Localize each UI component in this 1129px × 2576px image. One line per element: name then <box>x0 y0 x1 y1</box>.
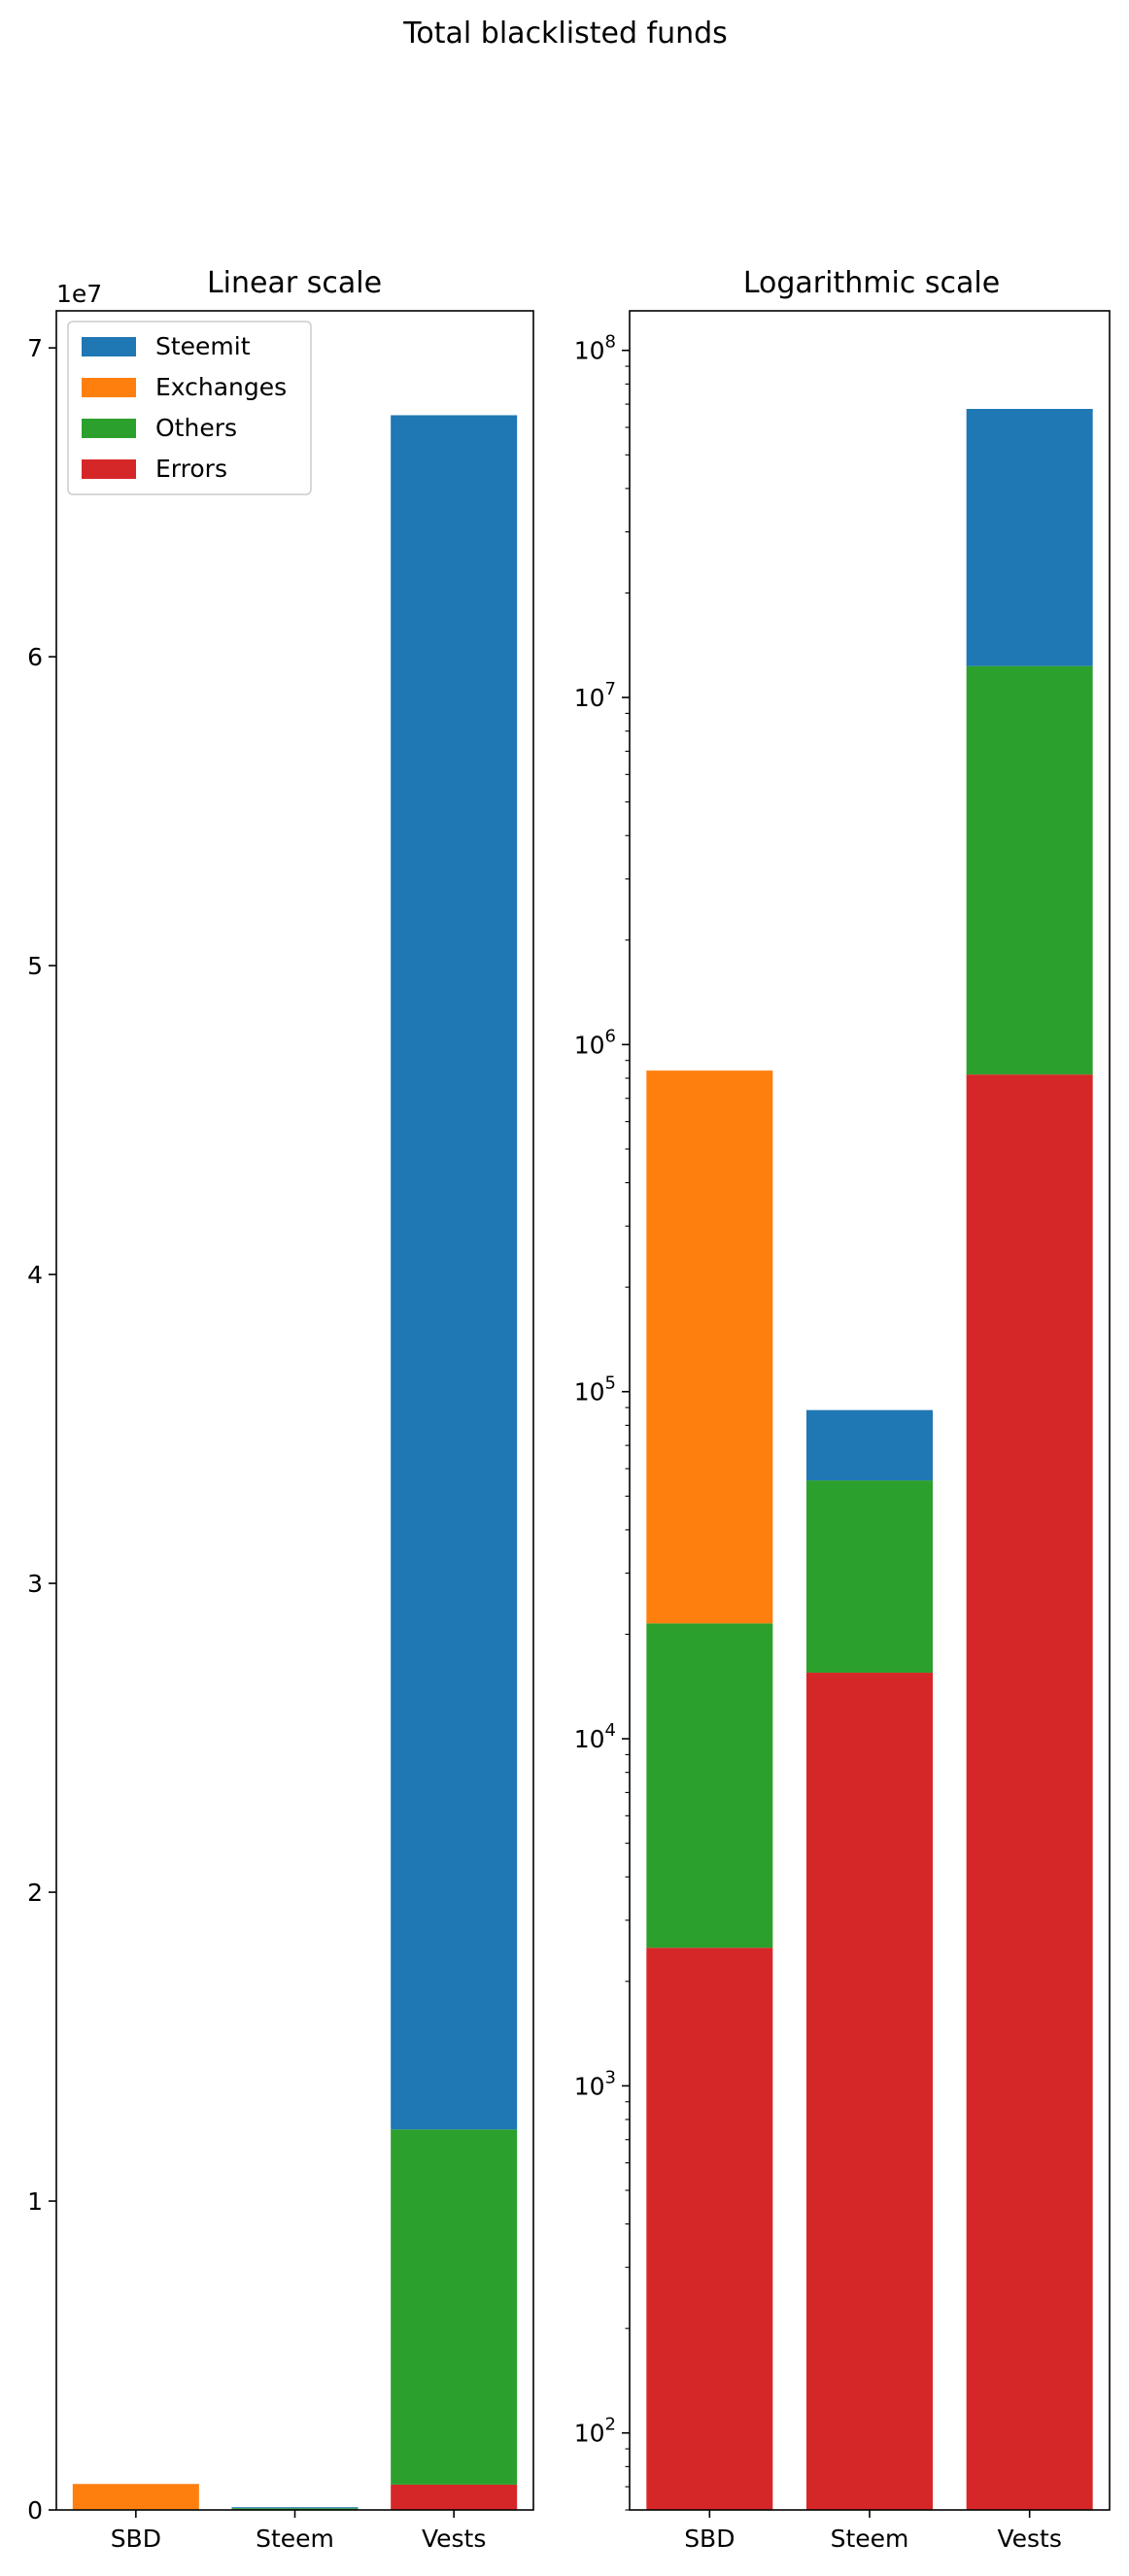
log-bar-sbd-errors <box>646 1948 773 2510</box>
log-y-ticks: 102 103 104 105 106 107 108 <box>574 332 630 2511</box>
log-ytick-label: 103 <box>574 2067 616 2100</box>
log-ytick-label: 105 <box>574 1373 616 1407</box>
log-bar-vests-errors <box>966 1074 1093 2510</box>
log-xtick-label-sbd: SBD <box>684 2525 735 2553</box>
log-bar-sbd-exchanges <box>646 1070 773 1624</box>
linear-bar-vests-errors <box>391 2484 518 2510</box>
log-bar-steem-steemit <box>806 1409 933 1481</box>
log-ytick-label: 104 <box>574 1720 616 1753</box>
log-bars <box>646 408 1093 2510</box>
legend-label-others: Others <box>155 414 237 442</box>
linear-bar-vests-steemit <box>391 415 518 2130</box>
legend-label-errors: Errors <box>155 455 227 483</box>
legend-swatch-steemit <box>82 337 136 356</box>
linear-plot-frame <box>55 310 534 2511</box>
linear-ytick-label: 4 <box>27 1261 43 1289</box>
linear-xtick-label-sbd: SBD <box>111 2525 161 2553</box>
log-ytick-label: 107 <box>574 679 616 712</box>
linear-bar-vests-others <box>391 2129 518 2485</box>
legend-label-steemit: Steemit <box>155 332 251 360</box>
linear-chart-title: Linear scale <box>207 266 382 300</box>
linear-ytick-label: 3 <box>27 1570 43 1598</box>
linear-ytick-label: 0 <box>27 2496 43 2525</box>
linear-x-ticks: SBD Steem Vests <box>111 2510 486 2553</box>
log-bar-steem-others <box>806 1480 933 1674</box>
log-plot-frame <box>629 310 1111 2511</box>
log-bar-steem-errors <box>806 1673 933 2510</box>
linear-ytick-label: 1 <box>27 2187 43 2216</box>
legend-box <box>67 321 312 495</box>
log-bar-sbd-others <box>646 1623 773 1949</box>
figure-title: Total blacklisted funds <box>402 17 728 51</box>
log-scale-axes: Logarithmic scale 102103104105106107108 … <box>574 266 1111 2553</box>
log-ytick-label: 108 <box>574 332 616 365</box>
legend-swatch-errors <box>82 459 136 479</box>
log-x-ticks: SBD Steem Vests <box>684 2510 1062 2553</box>
linear-bar-steem-others <box>231 2508 359 2510</box>
linear-offset-label: 1e7 <box>56 280 102 308</box>
linear-bar-steem-steemit <box>231 2507 359 2509</box>
log-bar-vests-others <box>966 665 1093 1075</box>
linear-ytick-label: 6 <box>27 643 43 671</box>
log-xtick-label-steem: Steem <box>831 2525 909 2553</box>
log-ytick-label: 106 <box>574 1026 616 1059</box>
legend-label-exchanges: Exchanges <box>155 373 287 401</box>
linear-xtick-label-steem: Steem <box>256 2525 334 2553</box>
log-ytick-label: 102 <box>574 2415 616 2448</box>
linear-bar-sbd-exchanges <box>72 2484 199 2510</box>
linear-ytick-label: 7 <box>27 334 43 362</box>
linear-ytick-label: 2 <box>27 1879 43 1907</box>
legend-swatch-others <box>82 419 136 438</box>
legend-swatch-exchanges <box>82 378 136 397</box>
linear-xtick-label-vests: Vests <box>422 2525 486 2553</box>
legend: Steemit Exchanges Others Errors <box>67 321 312 495</box>
log-bar-vests-steemit <box>966 408 1093 666</box>
log-chart-title: Logarithmic scale <box>743 266 1000 300</box>
linear-y-ticks: 0 1 2 3 4 5 6 7 <box>27 334 56 2525</box>
linear-ytick-label: 5 <box>27 952 43 980</box>
linear-bars <box>72 415 518 2510</box>
log-xtick-label-vests: Vests <box>997 2525 1061 2553</box>
